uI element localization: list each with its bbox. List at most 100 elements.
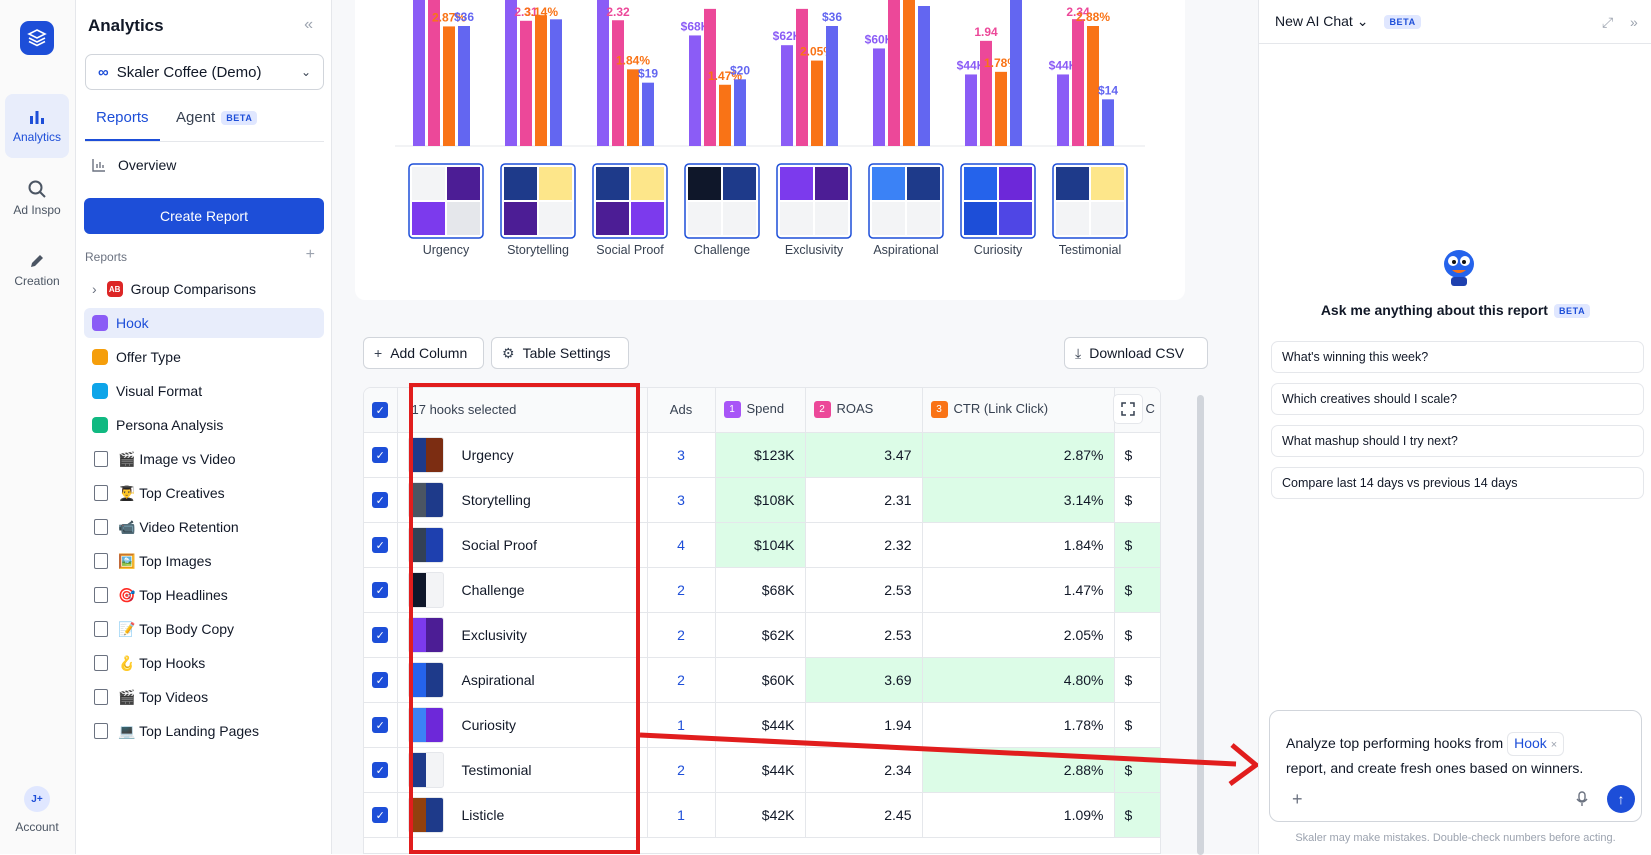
- hook-cell[interactable]: Challenge: [397, 567, 648, 613]
- table-row[interactable]: ✓ Challenge 2 $68K 2.53 1.47% $: [364, 567, 1160, 613]
- table-row[interactable]: ✓ Testimonial 2 $44K 2.34 2.88% $: [364, 747, 1160, 793]
- row-checkbox[interactable]: ✓: [372, 582, 389, 599]
- add-column-button[interactable]: + Add Column: [363, 337, 484, 369]
- creative-thumbnail[interactable]: [407, 616, 444, 653]
- thumbnail-tile: [723, 167, 756, 200]
- creative-thumbnail[interactable]: [407, 796, 444, 833]
- create-report-button[interactable]: Create Report: [84, 198, 324, 234]
- rail-item-creation[interactable]: Creation: [5, 238, 69, 302]
- report-chip[interactable]: Hook ×: [1507, 732, 1565, 756]
- suggestion-button[interactable]: Which creatives should I scale?: [1271, 383, 1644, 415]
- ctr-header[interactable]: 3 CTR (Link Click): [922, 388, 1115, 433]
- creative-thumbnail[interactable]: [407, 436, 444, 473]
- maximize-icon[interactable]: ⤢: [1602, 14, 1614, 30]
- row-checkbox[interactable]: ✓: [372, 537, 389, 554]
- table-row[interactable]: ✓ Storytelling 3 $108K 2.31 3.14% $: [364, 477, 1160, 523]
- attach-plus-icon[interactable]: +: [1292, 789, 1303, 809]
- hook-cell[interactable]: Social Proof: [397, 522, 648, 568]
- table-row[interactable]: ✓ Exclusivity 2 $62K 2.53 2.05% $: [364, 612, 1160, 658]
- ads-cell[interactable]: 3: [647, 477, 716, 523]
- composer-text[interactable]: Analyze top performing hooks from Hook × …: [1286, 731, 1616, 781]
- sidebar-item-top-body-copy[interactable]: 📝 Top Body Copy: [84, 614, 324, 644]
- table-row[interactable]: ✓ Urgency 3 $123K 3.47 2.87% $: [364, 432, 1160, 478]
- account-select[interactable]: ∞ Skaler Coffee (Demo) ⌄: [85, 54, 324, 90]
- sidebar-item-offer-type[interactable]: Offer Type: [84, 342, 324, 372]
- row-checkbox[interactable]: ✓: [372, 447, 389, 464]
- sidebar-item-top-hooks[interactable]: 🪝 Top Hooks: [84, 648, 324, 678]
- rail-item-analytics[interactable]: Analytics: [5, 94, 69, 158]
- tab-agent[interactable]: Agent BETA: [176, 109, 258, 126]
- app-logo[interactable]: [20, 21, 54, 55]
- table-row[interactable]: ✓ Social Proof 4 $104K 2.32 1.84% $: [364, 522, 1160, 568]
- table-row[interactable]: ✓ Aspirational 2 $60K 3.69 4.80% $: [364, 657, 1160, 703]
- sidebar-item-persona-analysis[interactable]: Persona Analysis: [84, 410, 324, 440]
- ads-cell[interactable]: 2: [647, 657, 716, 703]
- chat-composer[interactable]: Analyze top performing hooks from Hook × …: [1269, 710, 1642, 822]
- creative-thumbnail[interactable]: [407, 751, 444, 788]
- ads-cell[interactable]: 1: [647, 702, 716, 748]
- table-scrollbar[interactable]: [1197, 395, 1204, 855]
- chat-title-dropdown[interactable]: New AI Chat ⌄: [1275, 13, 1368, 30]
- row-checkbox[interactable]: ✓: [372, 717, 389, 734]
- sidebar-item-image-vs-video[interactable]: 🎬 Image vs Video: [84, 444, 324, 474]
- sidebar-item-top-videos[interactable]: 🎬 Top Videos: [84, 682, 324, 712]
- table-settings-button[interactable]: ⚙ Table Settings: [491, 337, 629, 369]
- hook-cell[interactable]: Storytelling: [397, 477, 648, 523]
- suggestion-button[interactable]: What mashup should I try next?: [1271, 425, 1644, 457]
- remove-chip-icon[interactable]: ×: [1550, 739, 1558, 751]
- creative-thumbnail[interactable]: [407, 661, 444, 698]
- add-report-icon[interactable]: +: [305, 246, 315, 263]
- ads-cell[interactable]: 2: [647, 567, 716, 613]
- overview-link[interactable]: Overview: [92, 157, 176, 173]
- ads-cell[interactable]: 2: [647, 612, 716, 658]
- hook-cell[interactable]: Aspirational: [397, 657, 648, 703]
- sidebar-item-top-images[interactable]: 🖼️ Top Images: [84, 546, 324, 576]
- ads-cell[interactable]: 3: [647, 432, 716, 478]
- document-icon: [94, 621, 108, 637]
- account-button[interactable]: J+ Account: [10, 786, 64, 834]
- sidebar-item-visual-format[interactable]: Visual Format: [84, 376, 324, 406]
- row-checkbox[interactable]: ✓: [372, 492, 389, 509]
- tab-reports[interactable]: Reports: [96, 109, 149, 126]
- collapse-chat-icon[interactable]: »: [1630, 14, 1638, 30]
- chevron-right-icon[interactable]: ›: [92, 281, 97, 297]
- suggestion-button[interactable]: What's winning this week?: [1271, 341, 1644, 373]
- sidebar-item-top-headlines[interactable]: 🎯 Top Headlines: [84, 580, 324, 610]
- sidebar-item-hook[interactable]: Hook: [84, 308, 324, 338]
- spend-header[interactable]: 1 Spend: [715, 388, 806, 433]
- hook-cell[interactable]: Curiosity: [397, 702, 648, 748]
- ads-header[interactable]: Ads: [647, 388, 716, 433]
- rail-item-ad-inspo[interactable]: Ad Inspo: [5, 166, 69, 230]
- sidebar-item-group-comparisons[interactable]: › AB Group Comparisons: [84, 274, 324, 304]
- microphone-icon[interactable]: [1575, 791, 1589, 807]
- table-row[interactable]: ✓ Listicle 1 $42K 2.45 1.09% $: [364, 792, 1160, 838]
- table-row[interactable]: ✓ Curiosity 1 $44K 1.94 1.78% $: [364, 702, 1160, 748]
- hooks-selected-header[interactable]: 17 hooks selected: [397, 388, 648, 433]
- send-button[interactable]: ↑: [1607, 785, 1635, 813]
- ads-cell[interactable]: 2: [647, 747, 716, 793]
- hook-cell[interactable]: Listicle: [397, 792, 648, 838]
- roas-header[interactable]: 2 ROAS: [805, 388, 923, 433]
- creative-thumbnail[interactable]: [407, 571, 444, 608]
- expand-table-button[interactable]: [1113, 394, 1143, 424]
- hook-cell[interactable]: Exclusivity: [397, 612, 648, 658]
- row-checkbox[interactable]: ✓: [372, 762, 389, 779]
- row-checkbox[interactable]: ✓: [372, 807, 389, 824]
- sidebar-item-top-landing-pages[interactable]: 💻 Top Landing Pages: [84, 716, 324, 746]
- creative-thumbnail[interactable]: [407, 706, 444, 743]
- sidebar-item-top-creatives[interactable]: 👨‍🎓 Top Creatives: [84, 478, 324, 508]
- creative-thumbnail[interactable]: [407, 526, 444, 563]
- row-checkbox[interactable]: ✓: [372, 672, 389, 689]
- row-checkbox[interactable]: ✓: [372, 627, 389, 644]
- sidebar-item-video-retention[interactable]: 📹 Video Retention: [84, 512, 324, 542]
- hook-cell[interactable]: Testimonial: [397, 747, 648, 793]
- hook-cell[interactable]: Urgency: [397, 432, 648, 478]
- suggestion-button[interactable]: Compare last 14 days vs previous 14 days: [1271, 467, 1644, 499]
- collapse-sidebar-icon[interactable]: «: [304, 16, 313, 33]
- creative-thumbnail[interactable]: [407, 481, 444, 518]
- download-csv-button[interactable]: ⤓ Download CSV: [1064, 337, 1208, 369]
- select-all-checkbox[interactable]: ✓: [372, 402, 389, 419]
- report-icon: AB: [106, 281, 123, 297]
- ads-cell[interactable]: 4: [647, 522, 716, 568]
- ads-cell[interactable]: 1: [647, 792, 716, 838]
